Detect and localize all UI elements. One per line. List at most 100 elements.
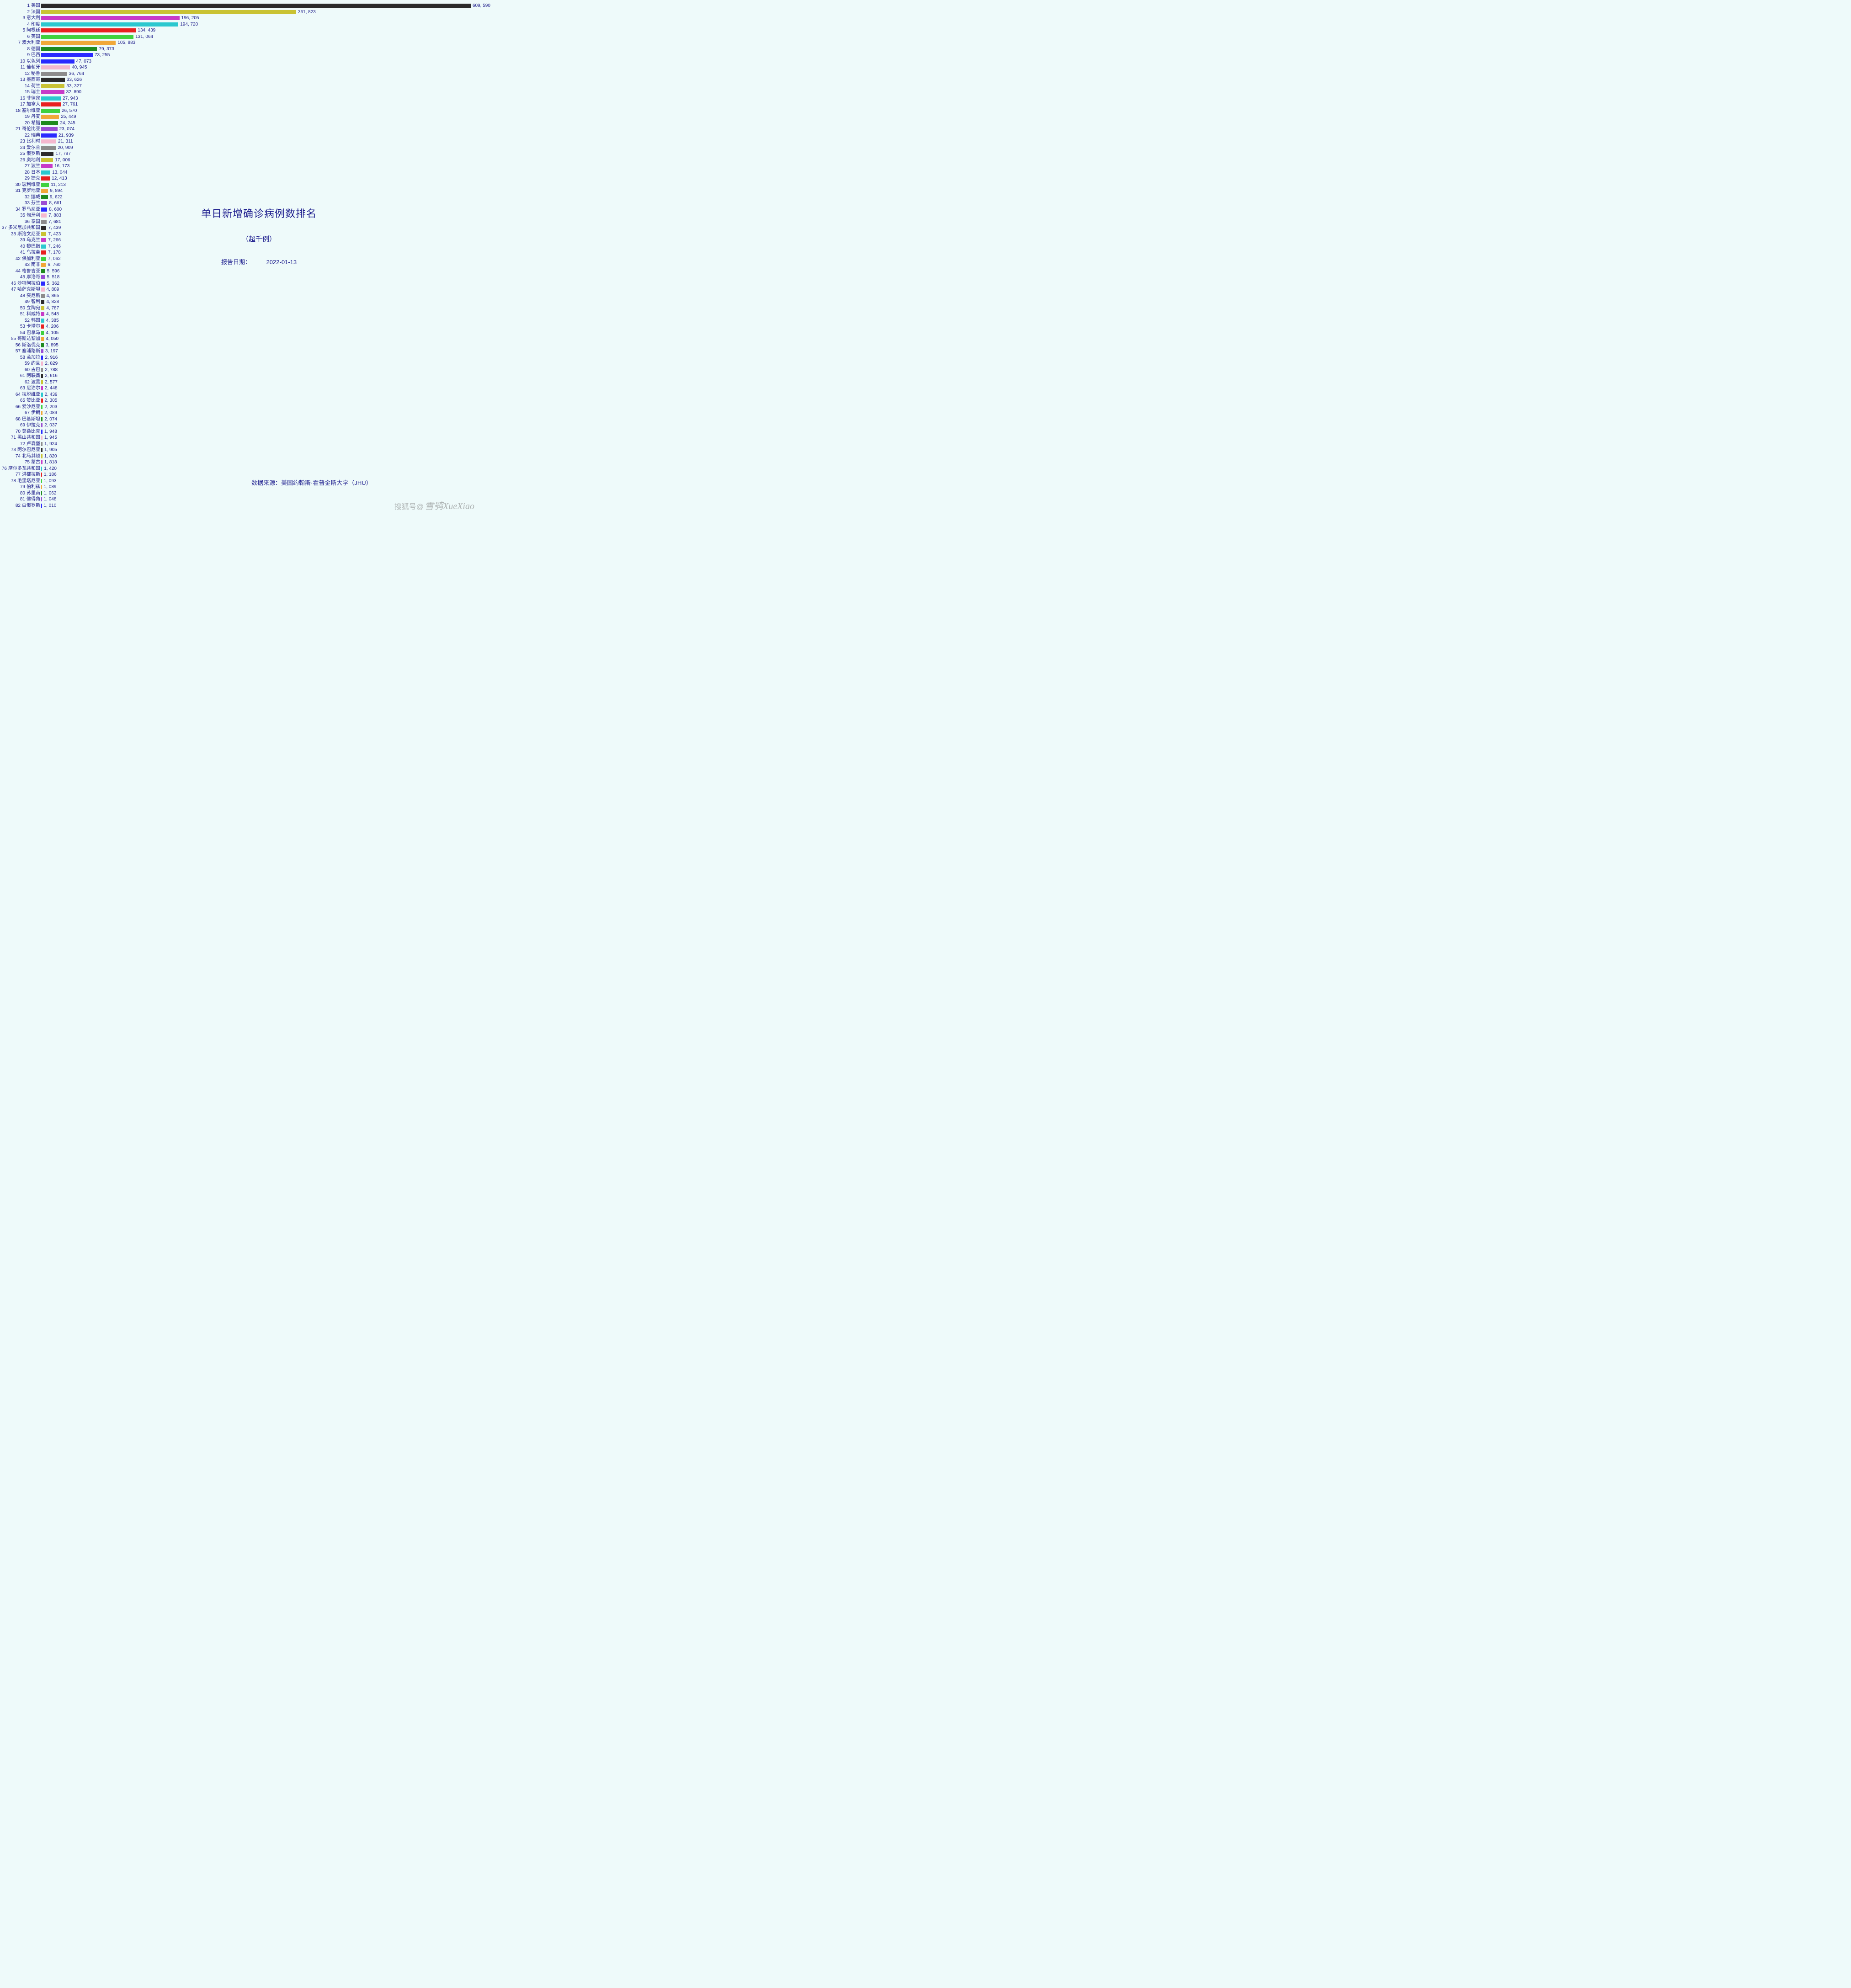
country-name: 尼泊尔 xyxy=(27,386,40,391)
bar-row: 20希腊24, 245 xyxy=(41,120,475,127)
bar xyxy=(41,28,136,32)
rank: 17 xyxy=(20,102,25,107)
country-name: 匈牙利 xyxy=(27,213,40,218)
row-label: 50立陶宛 xyxy=(0,305,41,312)
country-name: 阿联酋 xyxy=(27,373,40,378)
rank: 68 xyxy=(16,417,21,422)
bar-value: 2, 305 xyxy=(45,398,58,404)
bar-value: 12, 413 xyxy=(52,175,67,182)
row-label: 31克罗地亚 xyxy=(0,188,41,194)
bar xyxy=(41,386,43,390)
row-label: 39乌克兰 xyxy=(0,237,41,244)
country-name: 美国 xyxy=(31,3,40,8)
row-label: 12秘鲁 xyxy=(0,71,41,77)
rank: 77 xyxy=(16,472,21,477)
watermark-prefix: 搜狐号@ xyxy=(394,503,424,511)
rank: 56 xyxy=(16,343,21,348)
bar xyxy=(41,349,43,353)
rank: 47 xyxy=(11,287,16,292)
country-name: 罗马尼亚 xyxy=(22,207,40,212)
country-name: 白俄罗斯 xyxy=(22,503,40,508)
row-label: 28日本 xyxy=(0,170,41,176)
rank: 21 xyxy=(16,127,21,132)
bar-value: 27, 761 xyxy=(63,101,78,108)
bar-value: 2, 577 xyxy=(45,379,58,386)
bar xyxy=(41,4,471,8)
rank: 37 xyxy=(2,225,7,230)
bar-row: 11葡萄牙40, 945 xyxy=(41,64,475,71)
row-label: 54巴拿马 xyxy=(0,330,41,336)
rank: 33 xyxy=(25,201,30,206)
bar-row: 66爱沙尼亚2, 203 xyxy=(41,404,475,410)
row-label: 59约旦 xyxy=(0,361,41,367)
row-label: 40黎巴嫩 xyxy=(0,244,41,250)
row-label: 51科威特 xyxy=(0,311,41,318)
row-label: 26奥地利 xyxy=(0,157,41,164)
rank: 46 xyxy=(11,281,16,286)
country-name: 德国 xyxy=(31,47,40,52)
row-label: 4印度 xyxy=(0,21,41,28)
bar-row: 14荷兰33, 327 xyxy=(41,83,475,90)
rank: 74 xyxy=(16,454,21,459)
rank: 45 xyxy=(20,275,25,280)
bar xyxy=(41,201,47,205)
bar-row: 75蒙古1, 818 xyxy=(41,459,475,466)
rank: 60 xyxy=(25,367,30,372)
bar xyxy=(41,454,43,458)
row-label: 64拉脱维亚 xyxy=(0,392,41,398)
bar-value: 17, 006 xyxy=(55,157,70,164)
bar-value: 5, 518 xyxy=(47,274,60,281)
rank: 10 xyxy=(20,59,25,64)
bar-row: 15瑞士32, 890 xyxy=(41,89,475,96)
bar xyxy=(41,176,50,181)
country-name: 斯洛文尼亚 xyxy=(17,232,40,237)
country-name: 墨西哥 xyxy=(27,77,40,82)
bar-value: 4, 828 xyxy=(46,299,59,305)
row-label: 53卡塔尔 xyxy=(0,324,41,330)
rank: 29 xyxy=(25,176,30,181)
rank: 61 xyxy=(20,373,25,378)
rank: 16 xyxy=(20,96,25,101)
country-name: 塞尔维亚 xyxy=(22,108,40,113)
rank: 8 xyxy=(27,47,30,52)
data-source: 数据来源：美国约翰斯·霍普金斯大学（JHU） xyxy=(251,478,372,487)
country-name: 格鲁吉亚 xyxy=(22,269,40,274)
bar-value: 1, 062 xyxy=(44,490,57,497)
country-name: 巴西 xyxy=(31,53,40,58)
rank: 3 xyxy=(22,16,25,21)
rank: 22 xyxy=(25,133,30,138)
bar xyxy=(41,152,53,156)
country-name: 日本 xyxy=(31,170,40,175)
row-label: 6英国 xyxy=(0,34,41,40)
bar-row: 23比利时21, 311 xyxy=(41,138,475,145)
bar xyxy=(41,436,43,440)
bar-value: 4, 865 xyxy=(47,293,59,299)
row-label: 69伊拉克 xyxy=(0,422,41,429)
rank: 24 xyxy=(20,145,25,150)
bar xyxy=(41,59,74,64)
bar-row: 27波兰16, 173 xyxy=(41,163,475,170)
bar xyxy=(41,213,47,218)
bar xyxy=(41,393,43,397)
rank: 66 xyxy=(16,404,21,409)
bar xyxy=(41,374,43,378)
row-label: 13墨西哥 xyxy=(0,77,41,83)
bar-row: 65赞比亚2, 305 xyxy=(41,398,475,404)
row-label: 62波黑 xyxy=(0,379,41,386)
bar-value: 2, 788 xyxy=(45,367,58,373)
bar xyxy=(41,380,43,384)
rank: 20 xyxy=(25,121,30,126)
bar xyxy=(41,10,296,14)
rank: 76 xyxy=(2,466,7,471)
rank: 23 xyxy=(20,139,25,144)
bar xyxy=(41,164,53,168)
rank: 58 xyxy=(20,355,25,360)
bar-row: 80苏里南1, 062 xyxy=(41,490,475,497)
bar-value: 196, 205 xyxy=(181,15,199,21)
country-name: 巴基斯坦 xyxy=(22,417,40,422)
bar-row: 25俄罗斯17, 797 xyxy=(41,151,475,157)
bar xyxy=(41,361,43,366)
rank: 75 xyxy=(25,460,30,465)
country-name: 印度 xyxy=(31,22,40,27)
row-label: 58孟加拉 xyxy=(0,355,41,361)
